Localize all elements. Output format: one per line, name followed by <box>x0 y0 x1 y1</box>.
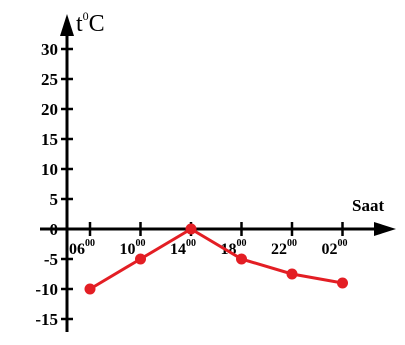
x-tick-label: 1000 <box>120 238 146 258</box>
x-axis-title: Saat <box>352 196 384 215</box>
y-tick-label: 30 <box>41 40 58 59</box>
x-ticks: 0600 1000 1400 1800 2200 0200 <box>69 222 348 258</box>
y-tick-label: 25 <box>41 70 58 89</box>
y-tick-label: -10 <box>35 280 58 299</box>
y-tick-label: 15 <box>41 130 58 149</box>
series <box>84 223 348 295</box>
x-tick-label: 1400 <box>170 238 196 258</box>
x-tick-label: 0200 <box>322 238 348 258</box>
data-point <box>286 268 298 280</box>
y-tick-label: -15 <box>35 310 58 329</box>
y-axis-title-unit: C <box>89 11 105 37</box>
x-tick-label: 0600 <box>69 238 95 258</box>
y-tick-label: 10 <box>41 160 58 179</box>
y-axis-title-degree: 0 <box>83 9 89 23</box>
y-tick-label: 0 <box>50 220 59 239</box>
y-tick-label: -5 <box>44 250 58 269</box>
x-tick-label: 2200 <box>271 238 297 258</box>
axes <box>40 14 396 332</box>
data-point <box>135 253 146 265</box>
data-point <box>236 253 247 265</box>
y-axis-arrowhead <box>60 14 74 36</box>
data-point <box>185 223 197 235</box>
y-ticks: 30 25 20 15 10 5 0 -5 -10 -15 <box>35 40 73 329</box>
data-point <box>84 283 96 295</box>
y-axis-title: t0C <box>76 9 105 37</box>
data-point <box>337 277 348 289</box>
y-axis-title-t: t <box>76 11 83 37</box>
y-tick-label: 20 <box>41 100 58 119</box>
series-line <box>88 227 344 291</box>
x-axis-arrowhead <box>374 222 396 236</box>
y-tick-label: 5 <box>50 190 59 209</box>
